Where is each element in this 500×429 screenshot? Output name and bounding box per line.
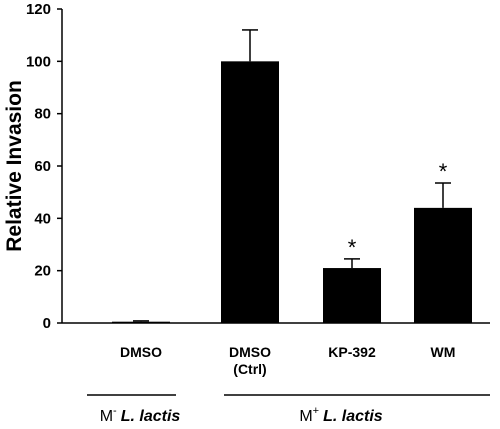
bar	[112, 321, 170, 323]
group-label-superscript: +	[313, 405, 319, 417]
significance-markers: **	[348, 159, 448, 260]
y-tick-label: 40	[34, 210, 51, 227]
x-tick-label: KP-392	[328, 344, 376, 360]
significance-star: *	[439, 159, 448, 184]
group-label-superscript: -	[113, 405, 117, 417]
x-tick-label: DMSO	[229, 344, 271, 360]
bars	[112, 61, 472, 323]
bar	[323, 268, 381, 323]
group-labels: M- L. lactis M+ L. lactis	[87, 394, 490, 425]
group-label-prefix: M	[299, 408, 312, 425]
y-tick-label: 0	[43, 315, 51, 332]
x-tick-label: WM	[431, 344, 456, 360]
group-label-prefix: M	[100, 408, 113, 425]
y-tick-label: 20	[34, 263, 51, 280]
bar	[414, 207, 472, 323]
group-label: M- L. lactis	[100, 405, 181, 425]
significance-star: *	[348, 235, 357, 260]
x-tick-label: DMSO	[120, 344, 162, 360]
y-tick-label: 60	[34, 158, 51, 175]
group-label-name: L. lactis	[121, 408, 181, 425]
group-label: M+ L. lactis	[299, 405, 382, 425]
error-bars	[133, 29, 451, 322]
bar	[221, 61, 279, 323]
group-label-name: L. lactis	[323, 408, 383, 425]
y-tick-label: 100	[26, 53, 51, 70]
y-axis-label: Relative Invasion	[3, 80, 26, 252]
y-tick-label: 80	[34, 106, 51, 123]
x-axis-category-labels: DMSO DMSO(Ctrl)KP-392 WM	[120, 344, 455, 377]
x-tick-label-line2: (Ctrl)	[233, 361, 266, 377]
y-tick-label: 120	[26, 1, 51, 18]
